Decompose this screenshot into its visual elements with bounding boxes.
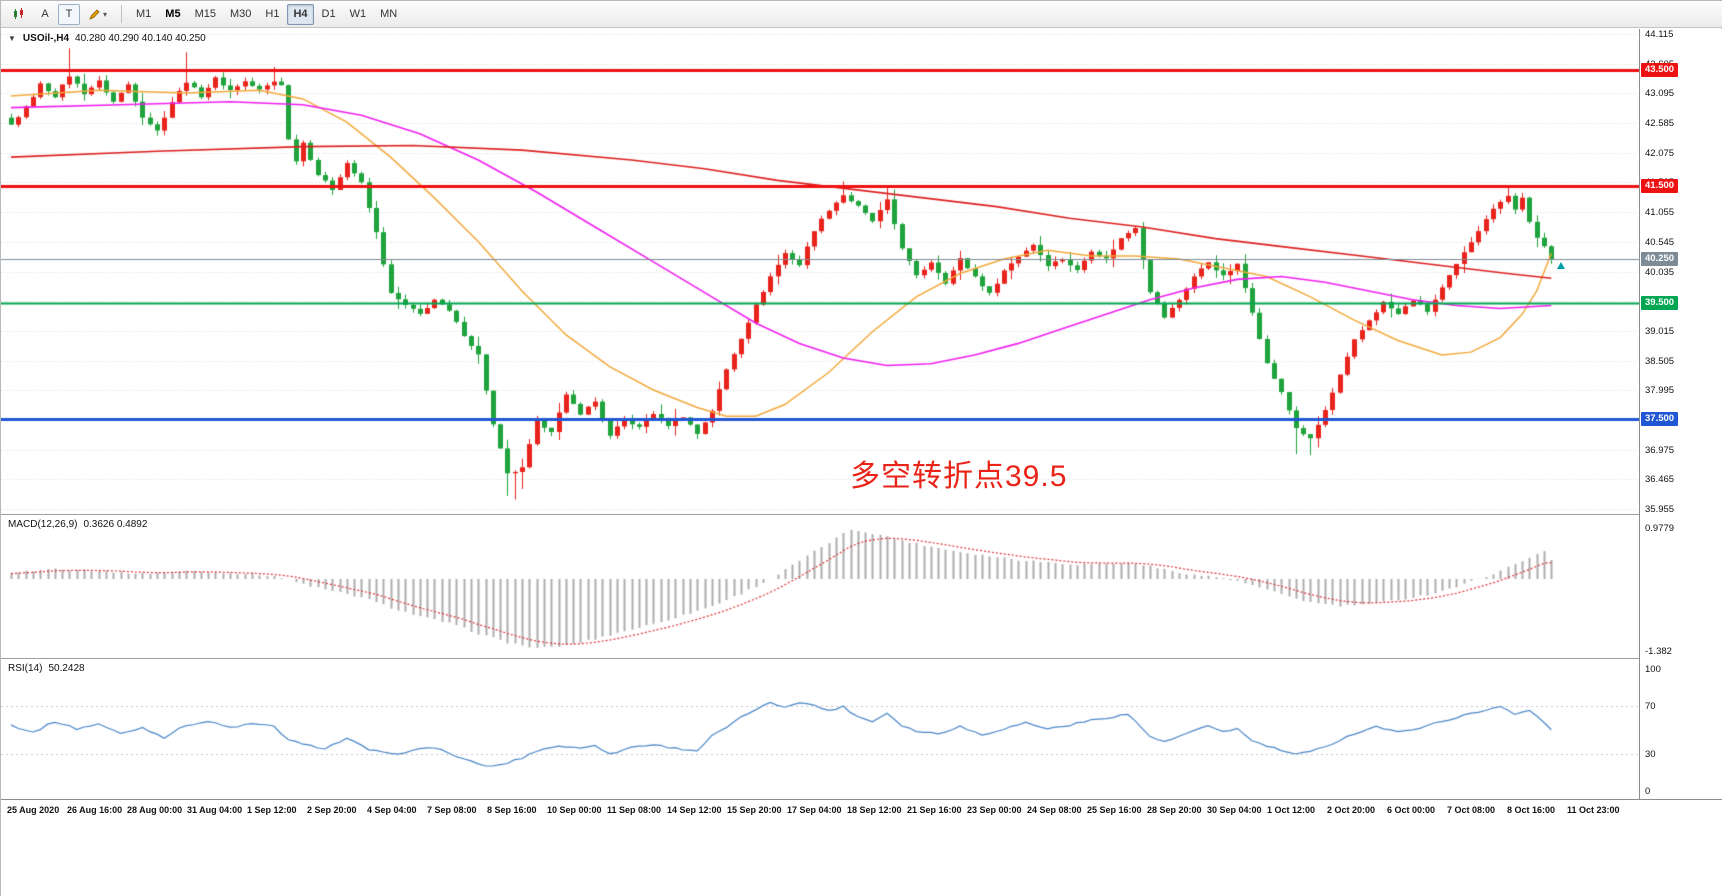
- price-tick-label: 42.585: [1645, 118, 1675, 130]
- time-tick-label: 2 Sep 20:00: [307, 805, 357, 815]
- price-tick-label: 40.545: [1645, 236, 1675, 248]
- chart-title: ▼ USOil-,H4 40.280 40.290 40.140 40.250: [8, 33, 206, 44]
- price-chart-canvas[interactable]: [1, 29, 1639, 514]
- timeframe-W1[interactable]: W1: [349, 8, 367, 20]
- price-tick-label: 30: [1645, 749, 1656, 761]
- price-axis[interactable]: 44.11543.60543.09542.58542.07541.56541.0…: [1639, 29, 1722, 799]
- price-tick-label: 70: [1645, 700, 1656, 712]
- annotation-text[interactable]: 多空转折点39.5: [850, 460, 1068, 493]
- price-tick-label: -1.382: [1645, 646, 1672, 657]
- rsi-indicator-label: RSI(14): [8, 663, 43, 674]
- dropdown-arrow-icon: ▾: [103, 9, 108, 19]
- timeframe-H1[interactable]: H1: [265, 8, 280, 20]
- pane-separator[interactable]: [1, 514, 1722, 515]
- macd-title: MACD(12,26,9) 0.3626 0.4892: [8, 519, 147, 530]
- toolbar: A T ▾ M1 M5 M15 M30 H1 H4 D1 W1 MN: [1, 1, 1722, 28]
- macd-values-label: 0.3626 0.4892: [83, 519, 148, 530]
- time-tick-label: 25 Sep 16:00: [1087, 805, 1142, 815]
- time-tick-label: 2 Oct 20:00: [1327, 805, 1376, 815]
- timeframe-M1[interactable]: M1: [136, 8, 152, 20]
- time-tick-label: 11 Sep 08:00: [607, 805, 662, 815]
- time-tick-label: 7 Sep 08:00: [427, 805, 477, 815]
- price-tick-label: 0.9779: [1645, 523, 1675, 534]
- price-tick-label: 41.055: [1645, 207, 1675, 219]
- time-tick-label: 17 Sep 04:00: [787, 805, 842, 815]
- rsi-title: RSI(14) 50.2428: [8, 663, 85, 674]
- symbol-period-label: USOil-,H4: [22, 33, 70, 44]
- price-tick-label: 100: [1645, 664, 1661, 675]
- time-tick-label: 1 Oct 12:00: [1267, 805, 1316, 815]
- timeframe-H4[interactable]: H4: [287, 3, 314, 25]
- macd-chart-canvas[interactable]: [1, 515, 1639, 658]
- price-level-tag: 39.500: [1641, 295, 1679, 310]
- macd-indicator-label: MACD(12,26,9): [8, 519, 78, 530]
- price-arrow-icon: [1557, 262, 1565, 269]
- candlestick-chart-icon: [14, 8, 23, 19]
- price-tick-label: 43.095: [1645, 88, 1675, 100]
- time-tick-label: 8 Sep 16:00: [487, 805, 537, 815]
- pencil-icon-button[interactable]: ▾: [82, 4, 113, 25]
- main-price-pane: ▼ USOil-,H4 40.280 40.290 40.140 40.250 …: [1, 29, 1639, 514]
- time-tick-label: 11 Oct 23:00: [1567, 805, 1620, 815]
- pencil-icon: [89, 8, 100, 20]
- time-tick-label: 28 Sep 20:00: [1147, 805, 1202, 815]
- rsi-chart-canvas[interactable]: [1, 659, 1639, 799]
- time-tick-label: 28 Aug 00:00: [127, 805, 183, 815]
- chart-menu-arrow-icon[interactable]: ▼: [8, 34, 16, 43]
- timeframe-M15[interactable]: M15: [194, 8, 216, 20]
- time-tick-label: 7 Oct 08:00: [1447, 805, 1496, 815]
- price-tick-label: 44.115: [1645, 29, 1674, 40]
- time-tick-label: 25 Aug 2020: [7, 805, 60, 815]
- time-tick-label: 15 Sep 20:00: [727, 805, 782, 815]
- rsi-value-label: 50.2428: [48, 663, 85, 674]
- price-tick-label: 0: [1645, 786, 1651, 797]
- time-tick-label: 10 Sep 00:00: [547, 805, 602, 815]
- time-tick-label: 6 Oct 00:00: [1387, 805, 1436, 815]
- timeframe-MN[interactable]: MN: [380, 8, 398, 20]
- price-tick-label: 36.465: [1645, 474, 1675, 486]
- price-tick-label: 39.015: [1645, 325, 1675, 337]
- price-tick-label: 37.995: [1645, 385, 1675, 397]
- price-tick-label: 36.975: [1645, 444, 1675, 456]
- time-tick-label: 21 Sep 16:00: [907, 805, 962, 815]
- macd-pane: MACD(12,26,9) 0.3626 0.4892: [1, 515, 1639, 658]
- tool-annotate-label[interactable]: A: [41, 8, 49, 20]
- time-tick-label: 14 Sep 12:00: [667, 805, 722, 815]
- time-tick-label: 18 Sep 12:00: [847, 805, 902, 815]
- bottom-blank-area: [1, 821, 1722, 896]
- price-tick-label: 38.505: [1645, 355, 1675, 367]
- rsi-pane: RSI(14) 50.2428: [1, 659, 1639, 799]
- timeframe-D1[interactable]: D1: [321, 8, 336, 20]
- price-tick-label: 40.035: [1645, 266, 1675, 278]
- timeframe-M30[interactable]: M30: [229, 8, 252, 20]
- price-tick-label: 42.075: [1645, 147, 1675, 159]
- time-tick-label: 24 Sep 08:00: [1027, 805, 1082, 815]
- time-tick-label: 30 Sep 04:00: [1207, 805, 1262, 815]
- pane-separator[interactable]: [1, 658, 1722, 659]
- price-level-tag: 43.500: [1641, 62, 1679, 77]
- time-tick-label: 8 Oct 16:00: [1507, 805, 1556, 815]
- time-tick-label: 1 Sep 12:00: [247, 805, 297, 815]
- price-level-tag: 37.500: [1641, 412, 1679, 427]
- price-level-tag: 41.500: [1641, 179, 1679, 194]
- price-tick-label: 35.955: [1645, 504, 1675, 515]
- time-tick-label: 31 Aug 04:00: [187, 805, 243, 815]
- ohlc-values-label: 40.280 40.290 40.140 40.250: [75, 33, 206, 44]
- time-tick-label: 4 Sep 04:00: [367, 805, 417, 815]
- time-axis[interactable]: 25 Aug 2020 26 Aug 16:00 28 Aug 00:00 31 Au…: [1, 799, 1722, 821]
- price-level-tag: 40.250: [1641, 251, 1679, 266]
- timeframe-M5[interactable]: M5: [165, 8, 181, 20]
- time-tick-label: 26 Aug 16:00: [67, 805, 123, 815]
- toolbar-separator: [121, 5, 123, 23]
- candles-icon-button[interactable]: [6, 4, 32, 25]
- time-tick-label: 23 Sep 00:00: [967, 805, 1022, 815]
- tool-text-tool[interactable]: T: [58, 3, 80, 25]
